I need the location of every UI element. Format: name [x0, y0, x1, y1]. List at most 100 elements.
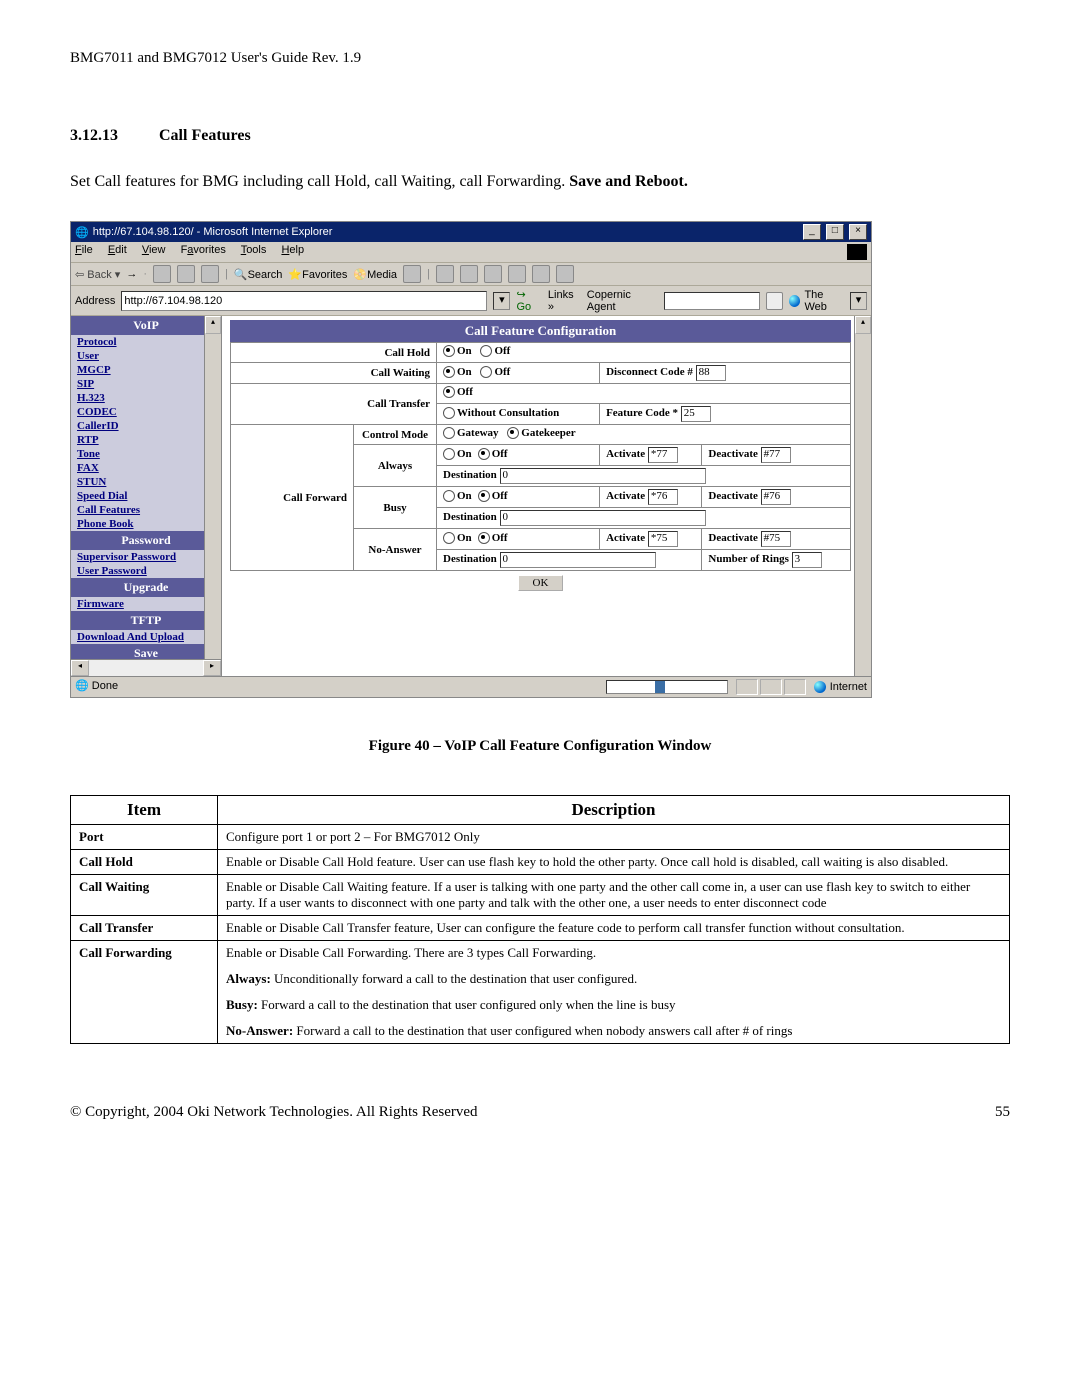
favorites-button[interactable]: ⭐Favorites: [288, 268, 347, 281]
radio-always-on[interactable]: On: [443, 448, 472, 460]
description-table: Item Description Port Configure port 1 o…: [70, 795, 1010, 1044]
sidebar-codec[interactable]: CODEC: [71, 405, 221, 419]
address-dropdown[interactable]: ▾: [493, 292, 510, 310]
input-busy-activate[interactable]: *76: [648, 489, 678, 505]
copernic-input[interactable]: [664, 292, 760, 310]
go-button[interactable]: ↪ Go: [516, 288, 541, 313]
sidebar-rtp[interactable]: RTP: [71, 433, 221, 447]
config-title: Call Feature Configuration: [230, 320, 851, 342]
radio-hold-on[interactable]: On: [443, 345, 472, 357]
minimize-button[interactable]: _: [803, 224, 821, 240]
radio-hold-off[interactable]: Off: [480, 345, 510, 357]
stop-icon[interactable]: [153, 265, 171, 283]
radio-na-off[interactable]: Off: [478, 532, 508, 544]
radio-wait-on[interactable]: On: [443, 366, 472, 378]
extra-icon[interactable]: [532, 265, 550, 283]
input-na-destination[interactable]: 0: [500, 552, 656, 568]
sidebar-upgrade-header: Upgrade: [71, 578, 221, 597]
window-title: http://67.104.98.120/ - Microsoft Intern…: [93, 226, 333, 238]
input-always-deactivate[interactable]: #77: [761, 447, 791, 463]
address-bar: Address ▾ ↪ Go Links » Copernic Agent Th…: [71, 286, 871, 316]
label-call-hold: Call Hold: [231, 343, 437, 363]
radio-na-on[interactable]: On: [443, 532, 472, 544]
ie-flag-logo: [847, 244, 867, 260]
toolbar: ⇦ Back ▾ → · | 🔍Search ⭐Favorites 📀Media…: [71, 263, 871, 286]
radio-always-off[interactable]: Off: [478, 448, 508, 460]
search-button[interactable]: 🔍Search: [234, 268, 283, 281]
input-busy-destination[interactable]: 0: [500, 510, 706, 526]
sidebar-user[interactable]: User: [71, 349, 221, 363]
print-icon[interactable]: [460, 265, 478, 283]
row-fwd-item: Call Forwarding: [71, 941, 218, 1044]
sidebar: VoIP Protocol User MGCP SIP H.323 CODEC …: [71, 316, 222, 676]
sidebar-sip[interactable]: SIP: [71, 377, 221, 391]
refresh-icon[interactable]: [177, 265, 195, 283]
menu-tools[interactable]: Tools: [241, 244, 267, 256]
globe-icon: [789, 295, 800, 307]
back-button[interactable]: ⇦ Back ▾: [75, 268, 120, 281]
copernic-search-icon[interactable]: [766, 292, 783, 310]
radio-xfer-without[interactable]: Without Consultation: [443, 407, 559, 419]
sidebar-phone-book[interactable]: Phone Book: [71, 517, 221, 531]
media-button[interactable]: 📀Media: [353, 268, 397, 281]
radio-gatekeeper[interactable]: Gatekeeper: [507, 427, 575, 439]
sidebar-tftp-header: TFTP: [71, 611, 221, 630]
sidebar-callerid[interactable]: CallerID: [71, 419, 221, 433]
input-disconnect-code[interactable]: 88: [696, 365, 726, 381]
discuss-icon[interactable]: [508, 265, 526, 283]
input-feature-code[interactable]: 25: [681, 406, 711, 422]
input-always-destination[interactable]: 0: [500, 468, 706, 484]
forward-button[interactable]: →: [126, 268, 137, 280]
sidebar-fax[interactable]: FAX: [71, 461, 221, 475]
input-busy-deactivate[interactable]: #76: [761, 489, 791, 505]
menu-view[interactable]: View: [142, 244, 166, 256]
sidebar-mgcp[interactable]: MGCP: [71, 363, 221, 377]
menu-favorites[interactable]: Favorites: [181, 244, 226, 256]
mail-icon[interactable]: [436, 265, 454, 283]
history-icon[interactable]: [403, 265, 421, 283]
input-na-activate[interactable]: *75: [648, 531, 678, 547]
sidebar-call-features[interactable]: Call Features: [71, 503, 221, 517]
word-icon[interactable]: [484, 265, 502, 283]
status-bar: 🌐 Done Internet: [71, 676, 871, 697]
sidebar-tone[interactable]: Tone: [71, 447, 221, 461]
sidebar-user-password[interactable]: User Password: [71, 564, 221, 578]
the-web[interactable]: The Web▾: [789, 289, 867, 313]
address-input[interactable]: [121, 291, 487, 311]
menu-bar: File Edit View Favorites Tools Help: [71, 242, 871, 263]
main-vscroll[interactable]: ▴: [854, 316, 871, 676]
input-na-deactivate[interactable]: #75: [761, 531, 791, 547]
maximize-button[interactable]: □: [826, 224, 844, 240]
input-num-rings[interactable]: 3: [792, 552, 822, 568]
th-item: Item: [71, 796, 218, 825]
menu-file[interactable]: File: [75, 244, 93, 256]
menu-edit[interactable]: Edit: [108, 244, 127, 256]
sidebar-download-upload[interactable]: Download And Upload: [71, 630, 221, 644]
row-wait-desc: Enable or Disable Call Waiting feature. …: [218, 875, 1010, 916]
sidebar-firmware[interactable]: Firmware: [71, 597, 221, 611]
sidebar-stun[interactable]: STUN: [71, 475, 221, 489]
radio-busy-on[interactable]: On: [443, 490, 472, 502]
extra2-icon[interactable]: [556, 265, 574, 283]
radio-xfer-off[interactable]: Off: [443, 386, 473, 398]
ok-button[interactable]: OK: [518, 575, 564, 591]
status-zone: Internet: [814, 681, 867, 693]
sidebar-hscroll[interactable]: ◂▸: [71, 659, 221, 676]
close-button[interactable]: ×: [849, 224, 867, 240]
home-icon[interactable]: [201, 265, 219, 283]
sidebar-protocol[interactable]: Protocol: [71, 335, 221, 349]
radio-busy-off[interactable]: Off: [478, 490, 508, 502]
status-done: 🌐 Done: [75, 679, 118, 695]
sidebar-speed-dial[interactable]: Speed Dial: [71, 489, 221, 503]
sidebar-vscroll[interactable]: ▴: [204, 316, 221, 660]
row-port-desc: Configure port 1 or port 2 – For BMG7012…: [218, 825, 1010, 850]
th-description: Description: [218, 796, 1010, 825]
radio-gateway[interactable]: Gateway: [443, 427, 499, 439]
radio-wait-off[interactable]: Off: [480, 366, 510, 378]
sidebar-h323[interactable]: H.323: [71, 391, 221, 405]
menu-help[interactable]: Help: [281, 244, 304, 256]
links-label[interactable]: Links »: [548, 289, 581, 313]
intro-paragraph: Set Call features for BMG including call…: [70, 173, 1010, 191]
sidebar-supervisor-password[interactable]: Supervisor Password: [71, 550, 221, 564]
input-always-activate[interactable]: *77: [648, 447, 678, 463]
